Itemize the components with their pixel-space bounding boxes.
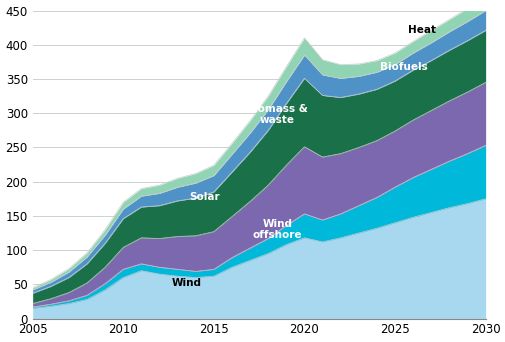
Text: Biofuels: Biofuels — [379, 62, 427, 72]
Text: Solar: Solar — [189, 192, 220, 202]
Text: Heat: Heat — [408, 25, 435, 35]
Text: Wind
offshore: Wind offshore — [252, 219, 301, 240]
Text: Biomass &
waste: Biomass & waste — [246, 104, 308, 125]
Text: Wind: Wind — [171, 278, 201, 288]
